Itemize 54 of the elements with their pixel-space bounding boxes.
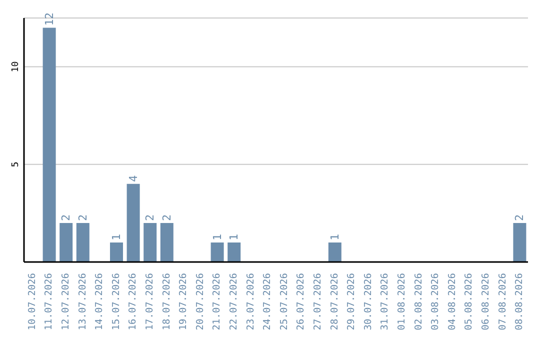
x-tick-label: 27.07.2026 — [312, 272, 324, 330]
x-tick-label: 21.07.2026 — [212, 272, 223, 330]
x-tick-label: 25.07.2026 — [278, 272, 290, 330]
x-tick-label: 20.07.2026 — [194, 272, 206, 330]
x-tick-label: 26.07.2026 — [296, 272, 307, 330]
x-tick-label: 01.08.2026 — [396, 272, 408, 330]
x-tick-label: 24.07.2026 — [262, 272, 274, 330]
x-tick-label: 15.07.2026 — [110, 272, 122, 330]
bar — [110, 242, 123, 262]
y-tick-label: 5 — [11, 162, 21, 168]
data-label: 2 — [160, 214, 174, 221]
data-label: 2 — [144, 214, 157, 221]
x-tick-label: 06.08.2026 — [480, 272, 492, 330]
bar — [144, 222, 157, 262]
x-tick-label: 18.07.2026 — [161, 272, 172, 330]
x-tick-label: 12.07.2026 — [60, 272, 72, 330]
y-tick-label: 10 — [11, 61, 21, 72]
x-tick-label: 05.08.2026 — [464, 272, 475, 330]
x-tick-label: 13.07.2026 — [77, 272, 88, 330]
data-label: 1 — [228, 234, 241, 240]
x-tick-label: 16.07.2026 — [128, 272, 139, 330]
bar — [126, 184, 140, 262]
x-tick-label: 31.07.2026 — [380, 272, 391, 330]
bar — [513, 222, 526, 262]
x-tick-label: 07.08.2026 — [497, 272, 508, 330]
data-label: 1 — [328, 234, 342, 240]
x-tick-label: 10.07.2026 — [26, 272, 38, 330]
x-tick-label: 17.07.2026 — [144, 272, 156, 330]
bar — [328, 242, 342, 262]
bar — [60, 222, 73, 262]
bar — [42, 28, 56, 262]
bar — [210, 242, 224, 262]
data-label: 2 — [60, 214, 73, 221]
data-label: 2 — [513, 214, 526, 221]
data-label: 4 — [126, 174, 140, 182]
x-tick-label: 03.08.2026 — [430, 272, 442, 330]
data-label: 1 — [210, 234, 224, 240]
x-tick-label: 11.07.2026 — [44, 272, 55, 330]
x-tick-label: 04.08.2026 — [446, 272, 458, 330]
data-label: 2 — [76, 214, 90, 221]
x-tick-label: 08.08.2026 — [514, 272, 526, 330]
x-tick-label: 28.07.2026 — [329, 272, 340, 330]
x-tick-label: 14.07.2026 — [94, 272, 106, 330]
x-tick-label: 22.07.2026 — [228, 272, 240, 330]
data-label: 1 — [110, 234, 123, 240]
data-label: 12 — [42, 12, 56, 26]
x-tick-label: 29.07.2026 — [346, 272, 358, 330]
x-tick-label: 19.07.2026 — [178, 272, 190, 330]
bar — [160, 222, 174, 262]
bar — [76, 222, 90, 262]
bar — [228, 242, 241, 262]
x-tick-label: 30.07.2026 — [362, 272, 374, 330]
x-tick-label: 02.08.2026 — [413, 272, 424, 330]
x-tick-label: 23.07.2026 — [245, 272, 256, 330]
